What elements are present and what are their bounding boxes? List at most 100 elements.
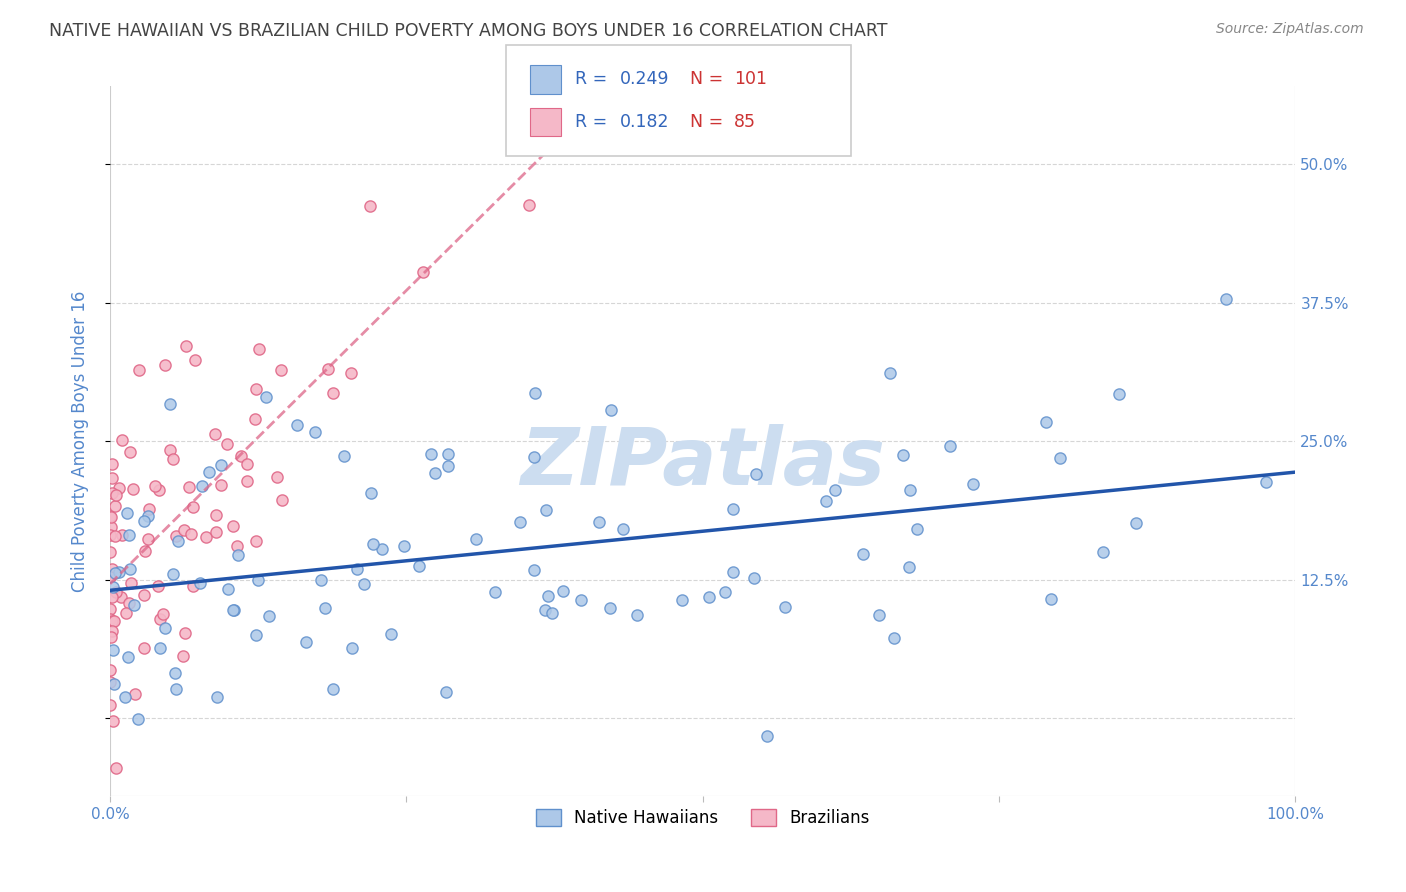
Point — [1108, 387, 1130, 401]
Point — [101, 457, 124, 471]
Point — [115, 506, 138, 520]
Point — [243, 412, 266, 426]
Point — [516, 109, 538, 123]
Point — [340, 366, 363, 380]
Point — [1040, 592, 1063, 607]
Point — [588, 515, 610, 529]
Point — [723, 501, 745, 516]
Point — [100, 561, 122, 575]
Point — [104, 566, 127, 581]
Point — [773, 599, 796, 614]
Point — [118, 562, 141, 576]
Point — [100, 674, 122, 689]
Point — [159, 442, 181, 457]
Point — [898, 483, 921, 497]
Point — [138, 501, 160, 516]
Point — [114, 690, 136, 704]
Point — [104, 528, 127, 542]
Point — [671, 593, 693, 607]
Point — [509, 516, 531, 530]
Point — [98, 544, 121, 558]
Point — [270, 492, 292, 507]
Point — [257, 609, 280, 624]
Point — [100, 630, 122, 644]
Point — [868, 607, 890, 622]
Point — [100, 508, 122, 523]
Point — [101, 591, 124, 605]
Point — [121, 482, 143, 496]
Point — [194, 530, 217, 544]
Point — [569, 593, 592, 607]
Text: Source: ZipAtlas.com: Source: ZipAtlas.com — [1216, 22, 1364, 37]
Point — [100, 527, 122, 541]
Point — [316, 361, 339, 376]
Point — [103, 614, 125, 628]
Point — [745, 467, 768, 482]
Point — [852, 547, 875, 561]
Point — [392, 539, 415, 553]
Point — [132, 640, 155, 655]
Point — [117, 649, 139, 664]
Point — [177, 480, 200, 494]
Point — [173, 523, 195, 537]
Point — [340, 640, 363, 655]
Point — [180, 527, 202, 541]
Point — [165, 529, 187, 543]
Point — [98, 664, 121, 678]
Point — [939, 439, 962, 453]
Point — [824, 483, 846, 497]
Point — [332, 449, 354, 463]
Point — [236, 458, 259, 472]
Point — [162, 566, 184, 581]
Point — [1254, 475, 1277, 489]
Point — [309, 574, 332, 588]
Point — [294, 635, 316, 649]
Point — [897, 560, 920, 574]
Point — [222, 518, 245, 533]
Point — [107, 481, 129, 495]
Point — [167, 534, 190, 549]
Point — [103, 580, 125, 594]
Point — [534, 603, 557, 617]
Point — [217, 582, 239, 597]
Point — [122, 598, 145, 612]
Point — [98, 612, 121, 626]
Legend: Native Hawaiians, Brazilians: Native Hawaiians, Brazilians — [529, 803, 877, 834]
Point — [231, 449, 253, 463]
Point — [464, 532, 486, 546]
Point — [209, 458, 232, 473]
Point — [159, 397, 181, 411]
Point — [359, 199, 381, 213]
Point — [103, 642, 125, 657]
Text: 101: 101 — [734, 70, 766, 88]
Text: N =: N = — [690, 113, 730, 131]
Point — [111, 527, 134, 541]
Point — [380, 627, 402, 641]
Point — [721, 565, 744, 579]
Point — [434, 684, 457, 698]
Point — [149, 640, 172, 655]
Point — [534, 503, 557, 517]
Point — [540, 606, 562, 620]
Point — [551, 584, 574, 599]
Text: R =: R = — [575, 113, 613, 131]
Point — [146, 579, 169, 593]
Point — [114, 606, 136, 620]
Point — [128, 363, 150, 377]
Point — [181, 500, 204, 515]
Point — [245, 628, 267, 642]
Point — [1092, 545, 1115, 559]
Point — [270, 363, 292, 377]
Point — [245, 382, 267, 396]
Point — [134, 544, 156, 558]
Point — [626, 608, 648, 623]
Point — [188, 576, 211, 591]
Point — [98, 570, 121, 584]
Point — [285, 417, 308, 432]
Point — [322, 681, 344, 696]
Point — [599, 600, 621, 615]
Point — [522, 450, 544, 464]
Point — [209, 478, 232, 492]
Point — [437, 447, 460, 461]
Point — [110, 590, 132, 604]
